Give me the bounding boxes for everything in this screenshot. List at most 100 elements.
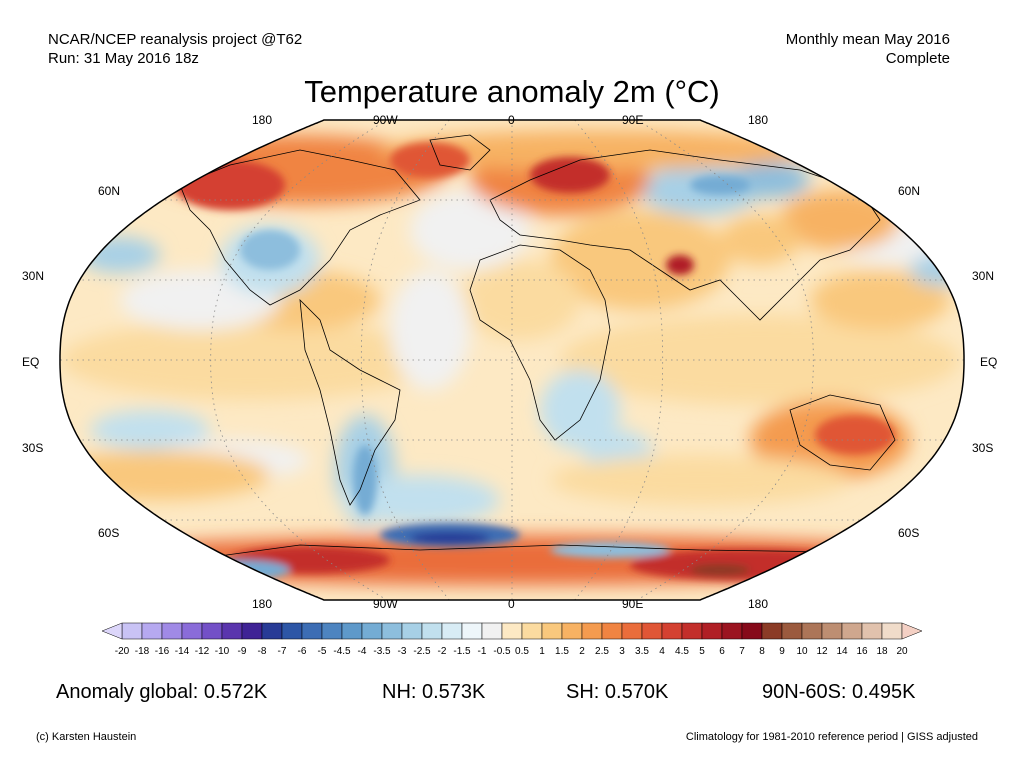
colorbar-cell [421, 622, 443, 640]
colorbar-tick-label: 20 [896, 646, 908, 657]
colorbar-tick-label: -20 [114, 646, 130, 657]
colorbar-cells [101, 622, 923, 640]
colorbar-tick-label: 1 [539, 646, 545, 657]
lon-label: 90E [622, 597, 644, 611]
arctic-anomaly: 90N-60S: 0.495K [762, 681, 916, 703]
colorbar-cell [861, 622, 883, 640]
colorbar-tick-label: -10 [214, 646, 230, 657]
colorbar-cell [621, 622, 643, 640]
lon-label: 90E [622, 113, 644, 127]
colorbar-tick-label: 14 [836, 646, 848, 657]
period-label: Monthly mean May 2016 [785, 31, 950, 48]
colorbar-cell [501, 622, 523, 640]
colorbar-tick-label: 4.5 [675, 646, 689, 657]
map-title: Temperature anomaly 2m (°C) [304, 74, 720, 109]
colorbar-cell [141, 622, 163, 640]
lat-label: 30S [972, 441, 994, 455]
lat-label: 30N [972, 269, 995, 283]
lon-label: 180 [748, 597, 769, 611]
colorbar-tick-label: -2.5 [413, 646, 431, 657]
colorbar-tick-label: 9 [779, 646, 785, 657]
colorbar-tick-label: -2 [437, 646, 447, 657]
colorbar-tick-label: -5 [317, 646, 327, 657]
colorbar-cell [581, 622, 603, 640]
colorbar-cell [601, 622, 623, 640]
anomaly-field [60, 120, 964, 600]
lat-label: 60S [98, 526, 120, 540]
colorbar-cell [521, 622, 543, 640]
colorbar-cell [721, 622, 743, 640]
colorbar-tick-label: 12 [816, 646, 828, 657]
lon-label: 180 [748, 113, 769, 127]
colorbar-tick-label: 2 [579, 646, 585, 657]
lat-label: 60N [898, 184, 921, 198]
colorbar-tick-label: 18 [876, 646, 888, 657]
globe-outline [59, 119, 965, 601]
colorbar-tick-label: -0.5 [493, 646, 511, 657]
colorbar-tick-label: -12 [194, 646, 210, 657]
colorbar-cell [301, 622, 323, 640]
colorbar-tick-label: -3 [397, 646, 407, 657]
colorbar-tick-label: 7 [739, 646, 745, 657]
reference-note: Climatology for 1981-2010 reference peri… [685, 731, 978, 743]
sh-anomaly: SH: 0.570K [566, 681, 669, 703]
colorbar-tick-label: -4.5 [333, 646, 351, 657]
colorbar-cell [181, 622, 203, 640]
colorbar-cell [361, 622, 383, 640]
colorbar-cell [341, 622, 363, 640]
colorbar-cell [701, 622, 723, 640]
colorbar-cell [201, 622, 223, 640]
colorbar-cell [281, 622, 303, 640]
colorbar-cell [461, 622, 483, 640]
colorbar-cell [641, 622, 663, 640]
colorbar-tick-label: 1.5 [555, 646, 569, 657]
lat-label: 30S [22, 441, 44, 455]
colorbar-cell [841, 622, 863, 640]
project-label: NCAR/NCEP reanalysis project @T62 [48, 31, 303, 48]
colorbar-cell [121, 622, 143, 640]
colorbar-cell [541, 622, 563, 640]
lon-label: 90W [373, 113, 398, 127]
header-left: NCAR/NCEP reanalysis project @T62 Run: 3… [48, 30, 302, 68]
colorbar-tick-label: 0.5 [515, 646, 529, 657]
colorbar-tick-label: -9 [237, 646, 247, 657]
colorbar-cell [801, 622, 823, 640]
lat-label: EQ [22, 355, 40, 369]
colorbar-tick-label: 16 [856, 646, 868, 657]
global-anomaly: Anomaly global: 0.572K [56, 681, 268, 703]
colorbar-tick-label: 3.5 [635, 646, 649, 657]
lat-label: 30N [22, 269, 45, 283]
colorbar-cell [661, 622, 683, 640]
lat-label: 60N [98, 184, 121, 198]
colorbar-tick-label: 6 [719, 646, 725, 657]
graticule [60, 120, 964, 600]
colorbar-tick-label: -7 [277, 646, 287, 657]
colorbar-tick-label: -8 [257, 646, 267, 657]
colorbar-tick-label: 4 [659, 646, 665, 657]
colorbar-tick-label: 5 [699, 646, 705, 657]
colorbar-cell [821, 622, 843, 640]
run-label: Run: 31 May 2016 18z [48, 50, 199, 67]
nh-anomaly: NH: 0.573K [382, 681, 486, 703]
colorbar-cell [681, 622, 703, 640]
colorbar-tick-label: -1 [477, 646, 487, 657]
colorbar-tick-label: 8 [759, 646, 765, 657]
colorbar-tick-label: -1.5 [453, 646, 471, 657]
colorbar-tick-label: -4 [357, 646, 367, 657]
header-right: Monthly mean May 2016 Complete [786, 30, 950, 68]
lat-label: 60S [898, 526, 920, 540]
colorbar-cell [381, 622, 403, 640]
colorbar-cell [241, 622, 263, 640]
colorbar-tick-label: -6 [297, 646, 307, 657]
colorbar-cell [741, 622, 763, 640]
colorbar-min-arrow [101, 622, 123, 640]
colorbar-cell [261, 622, 283, 640]
colorbar-tick-label: 3 [619, 646, 625, 657]
colorbar-cell [481, 622, 503, 640]
colorbar-cell [221, 622, 243, 640]
colorbar-cell [441, 622, 463, 640]
lat-label: EQ [980, 355, 998, 369]
colorbar-cell [781, 622, 803, 640]
